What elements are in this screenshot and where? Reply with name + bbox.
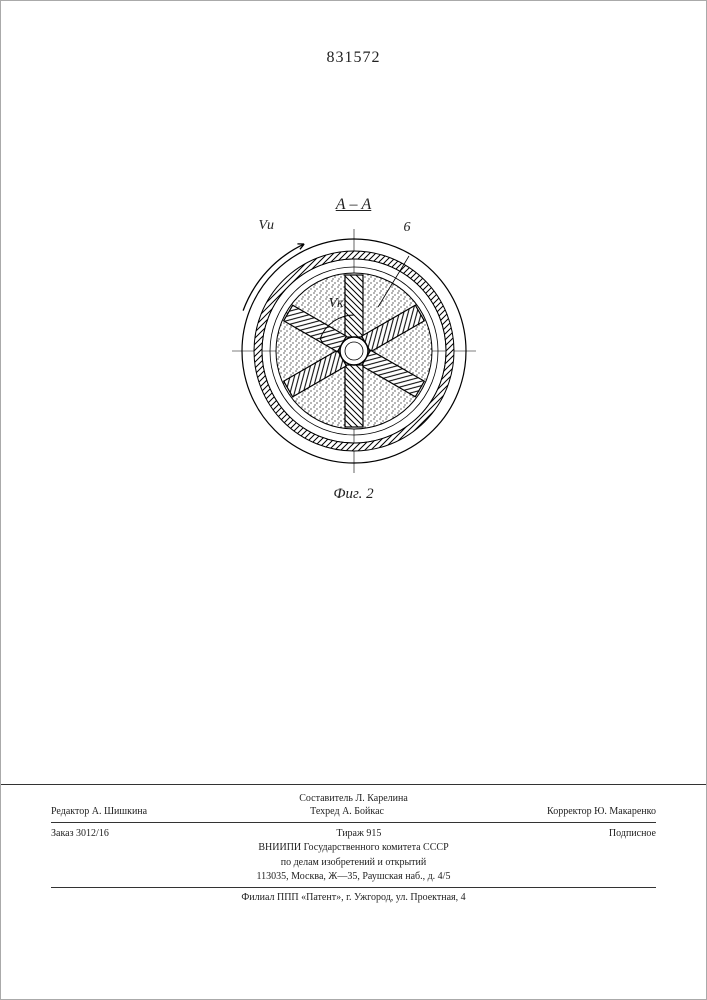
- circulation-label: Тираж 915: [336, 827, 381, 841]
- reference-number-6: 6: [404, 220, 411, 236]
- colophon-block: Составитель Л. Карелина Редактор А. Шишк…: [1, 784, 706, 905]
- velocity-inner-label: Vк: [329, 296, 344, 312]
- cross-section-diagram: [229, 226, 479, 476]
- editor-row: Редактор А. Шишкина Техред А. Бойкас Кор…: [51, 805, 656, 819]
- figure-caption: Фиг. 2: [333, 486, 373, 503]
- section-label: А – А: [336, 196, 372, 214]
- compiler-line: Составитель Л. Карелина: [51, 792, 656, 806]
- editor-label: Редактор А. Шишкина: [51, 805, 147, 819]
- figure-2: Vи Vк 6: [229, 226, 479, 481]
- corrector-label: Корректор Ю. Макаренко: [547, 805, 656, 819]
- addr1-line: 113035, Москва, Ж—35, Раушская наб., д. …: [51, 870, 656, 884]
- org1-line: ВНИИПИ Государственного комитета СССР: [51, 841, 656, 855]
- tech-label: Техред А. Бойкас: [310, 805, 384, 819]
- order-row: Заказ 3012/16 Тираж 915 Подписное: [51, 827, 656, 841]
- signed-label: Подписное: [609, 827, 656, 841]
- document-number: 831572: [327, 49, 381, 67]
- org2-line: по делам изобретений и открытий: [51, 856, 656, 870]
- velocity-outer-label: Vи: [259, 218, 275, 234]
- addr2-line: Филиал ППП «Патент», г. Ужгород, ул. Про…: [51, 887, 656, 905]
- patent-page: 831572 А – А Vи Vк 6 Фиг. 2 Составитель …: [0, 0, 707, 1000]
- order-label: Заказ 3012/16: [51, 827, 109, 841]
